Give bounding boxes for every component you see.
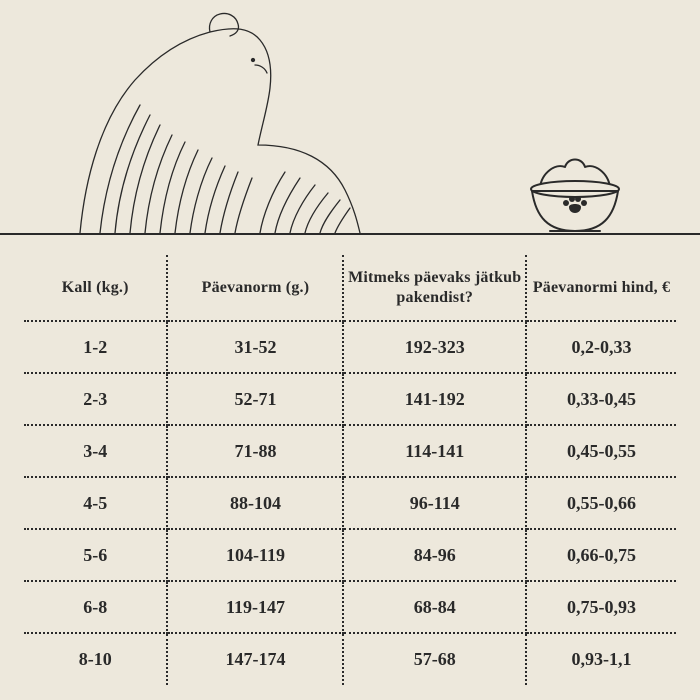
col-header-weight: Kall (kg.)	[24, 255, 167, 321]
cell-weight: 6-8	[24, 581, 167, 633]
cell-weight: 1-2	[24, 321, 167, 373]
cell-daily: 31-52	[167, 321, 343, 373]
cell-daily: 147-174	[167, 633, 343, 685]
cell-days: 84-96	[343, 529, 526, 581]
cell-weight: 8-10	[24, 633, 167, 685]
cell-weight: 4-5	[24, 477, 167, 529]
col-header-daily: Päevanorm (g.)	[167, 255, 343, 321]
table-row: 4-5 88-104 96-114 0,55-0,66	[24, 477, 676, 529]
cell-price: 0,45-0,55	[526, 425, 676, 477]
cell-daily: 119-147	[167, 581, 343, 633]
cell-price: 0,66-0,75	[526, 529, 676, 581]
cell-days: 57-68	[343, 633, 526, 685]
cell-daily: 88-104	[167, 477, 343, 529]
header-row: Kall (kg.) Päevanorm (g.) Mitmeks päevak…	[24, 255, 676, 321]
baseline-rule	[0, 233, 700, 235]
feeding-table: Kall (kg.) Päevanorm (g.) Mitmeks päevak…	[0, 235, 700, 685]
cell-days: 192-323	[343, 321, 526, 373]
col-header-days: Mitmeks päevaks jätkub pakendist?	[343, 255, 526, 321]
feeding-data-table: Kall (kg.) Päevanorm (g.) Mitmeks päevak…	[24, 255, 676, 685]
cell-days: 141-192	[343, 373, 526, 425]
cell-price: 0,93-1,1	[526, 633, 676, 685]
table-row: 5-6 104-119 84-96 0,66-0,75	[24, 529, 676, 581]
cell-weight: 5-6	[24, 529, 167, 581]
cell-days: 68-84	[343, 581, 526, 633]
cell-price: 0,55-0,66	[526, 477, 676, 529]
table-row: 6-8 119-147 68-84 0,75-0,93	[24, 581, 676, 633]
table-row: 1-2 31-52 192-323 0,2-0,33	[24, 321, 676, 373]
cell-daily: 71-88	[167, 425, 343, 477]
cell-price: 0,75-0,93	[526, 581, 676, 633]
cell-price: 0,2-0,33	[526, 321, 676, 373]
table-row: 2-3 52-71 141-192 0,33-0,45	[24, 373, 676, 425]
food-bowl-icon	[520, 145, 630, 235]
cell-price: 0,33-0,45	[526, 373, 676, 425]
cell-weight: 3-4	[24, 425, 167, 477]
table-row: 3-4 71-88 114-141 0,45-0,55	[24, 425, 676, 477]
dog-illustration	[60, 10, 380, 235]
cell-days: 114-141	[343, 425, 526, 477]
table-row: 8-10 147-174 57-68 0,93-1,1	[24, 633, 676, 685]
cell-weight: 2-3	[24, 373, 167, 425]
col-header-price: Päevanormi hind, €	[526, 255, 676, 321]
cell-daily: 104-119	[167, 529, 343, 581]
cell-days: 96-114	[343, 477, 526, 529]
cell-daily: 52-71	[167, 373, 343, 425]
illustration-area	[0, 0, 700, 235]
